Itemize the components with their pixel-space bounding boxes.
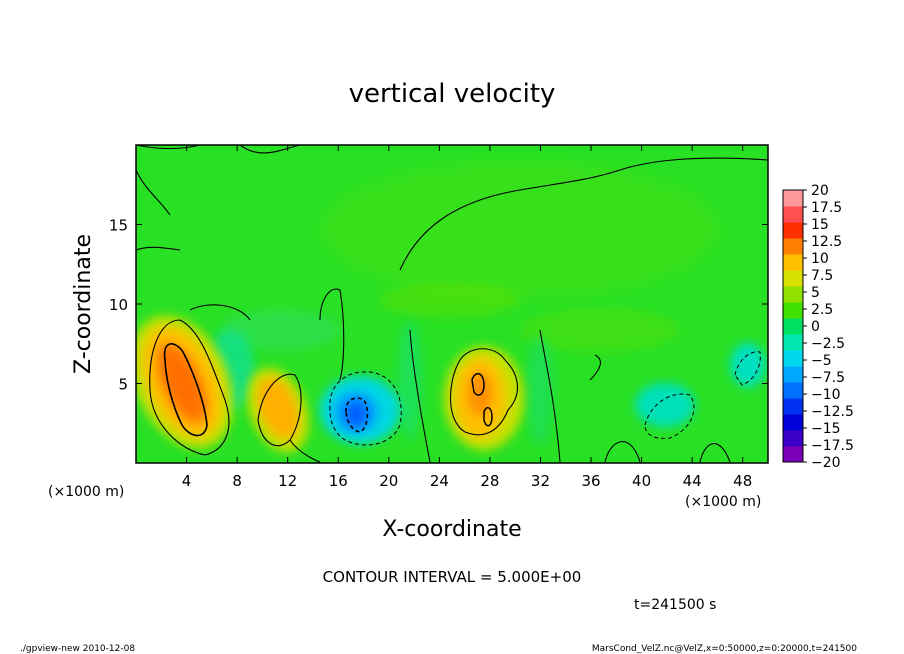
- colorbar-label: 7.5: [811, 268, 833, 284]
- colorbar-swatch: [783, 446, 803, 463]
- y-tick-label: 15: [109, 217, 128, 235]
- y-axis-label: Z-coordinate: [71, 234, 96, 374]
- colorbar-swatch: [783, 190, 803, 207]
- colorbar-label: 20: [811, 183, 829, 199]
- colorbar-label: 12.5: [811, 234, 842, 250]
- colorbar-swatch: [783, 238, 803, 255]
- colorbar-label: −7.5: [811, 370, 845, 386]
- colorbar-swatch: [783, 350, 803, 367]
- colorbar-label: 15: [811, 217, 829, 233]
- colorbar-label: 10: [811, 251, 829, 267]
- x-tick-label: 16: [329, 472, 348, 490]
- colorbar-swatch: [783, 414, 803, 431]
- colorbar-swatch: [783, 302, 803, 319]
- chart-title: vertical velocity: [349, 79, 556, 109]
- x-tick-label: 44: [683, 472, 702, 490]
- downdraft-cell-3: [730, 343, 766, 387]
- contour-lines: [136, 145, 768, 463]
- x-axis-unit: (×1000 m): [685, 494, 761, 510]
- downdraft-cell-1: [320, 376, 400, 444]
- colorbar-label: −20: [811, 455, 841, 471]
- x-axis-label: X-coordinate: [382, 517, 521, 542]
- y-axis-unit: (×1000 m): [48, 484, 124, 500]
- x-tick-label: 4: [182, 472, 192, 490]
- colorbar-swatch: [783, 318, 803, 335]
- colorbar-label: −15: [811, 421, 841, 437]
- colorbar-label: −10: [811, 387, 841, 403]
- field-patch: [398, 320, 422, 440]
- colorbar-swatch: [783, 366, 803, 383]
- time-label: t=241500 s: [634, 597, 716, 613]
- x-axis: 4 8 12 16 20 24 28 32 36 40 44 48: [182, 145, 752, 490]
- colorbar-swatch: [783, 286, 803, 303]
- x-tick-label: 20: [379, 472, 398, 490]
- colorbar-label: −5: [811, 353, 832, 369]
- x-tick-label: 40: [632, 472, 651, 490]
- x-tick-label: 12: [278, 472, 297, 490]
- downdraft-cell-2: [635, 383, 695, 427]
- x-tick-label: 24: [430, 472, 449, 490]
- colorbar-swatch: [783, 222, 803, 239]
- colorbar-label: 2.5: [811, 302, 833, 318]
- field-patch: [526, 335, 554, 445]
- colorbar: 2017.51512.5107.552.50−2.5−5−7.5−10−12.5…: [782, 183, 854, 471]
- y-axis: 5 10 15: [109, 217, 768, 394]
- y-tick-label: 10: [109, 296, 128, 314]
- footer-left: ./gpview-new 2010-12-08: [20, 644, 135, 654]
- footer-right: MarsCond_VelZ.nc@VelZ,x=0:50000,z=0:2000…: [592, 644, 857, 654]
- y-tick-label: 5: [118, 376, 128, 394]
- colorbar-label: −2.5: [811, 336, 845, 352]
- x-tick-label: 36: [581, 472, 600, 490]
- colorbar-label: 5: [811, 285, 820, 301]
- field-patch: [320, 160, 720, 300]
- x-tick-label: 32: [531, 472, 550, 490]
- colorbar-label: −12.5: [811, 404, 854, 420]
- contour-interval-label: CONTOUR INTERVAL = 5.000E+00: [323, 568, 582, 586]
- plot-area: [136, 145, 768, 463]
- colorbar-swatch: [783, 430, 803, 447]
- updraft-cell-2: [247, 367, 309, 453]
- colorbar-swatch: [783, 206, 803, 223]
- x-tick-label: 28: [480, 472, 499, 490]
- colorbar-swatch: [783, 270, 803, 287]
- field-patch: [520, 308, 680, 352]
- x-tick-label: 8: [232, 472, 242, 490]
- colorbar-swatch: [783, 382, 803, 399]
- colorbar-label: 0: [811, 319, 820, 335]
- colorbar-swatch: [783, 398, 803, 415]
- x-tick-label: 48: [733, 472, 752, 490]
- colorbar-label: −17.5: [811, 438, 854, 454]
- colorbar-swatch: [783, 254, 803, 271]
- colorbar-label: 17.5: [811, 200, 842, 216]
- dashed-contours: [329, 351, 761, 446]
- field-patch: [380, 282, 520, 318]
- colorbar-swatch: [783, 334, 803, 351]
